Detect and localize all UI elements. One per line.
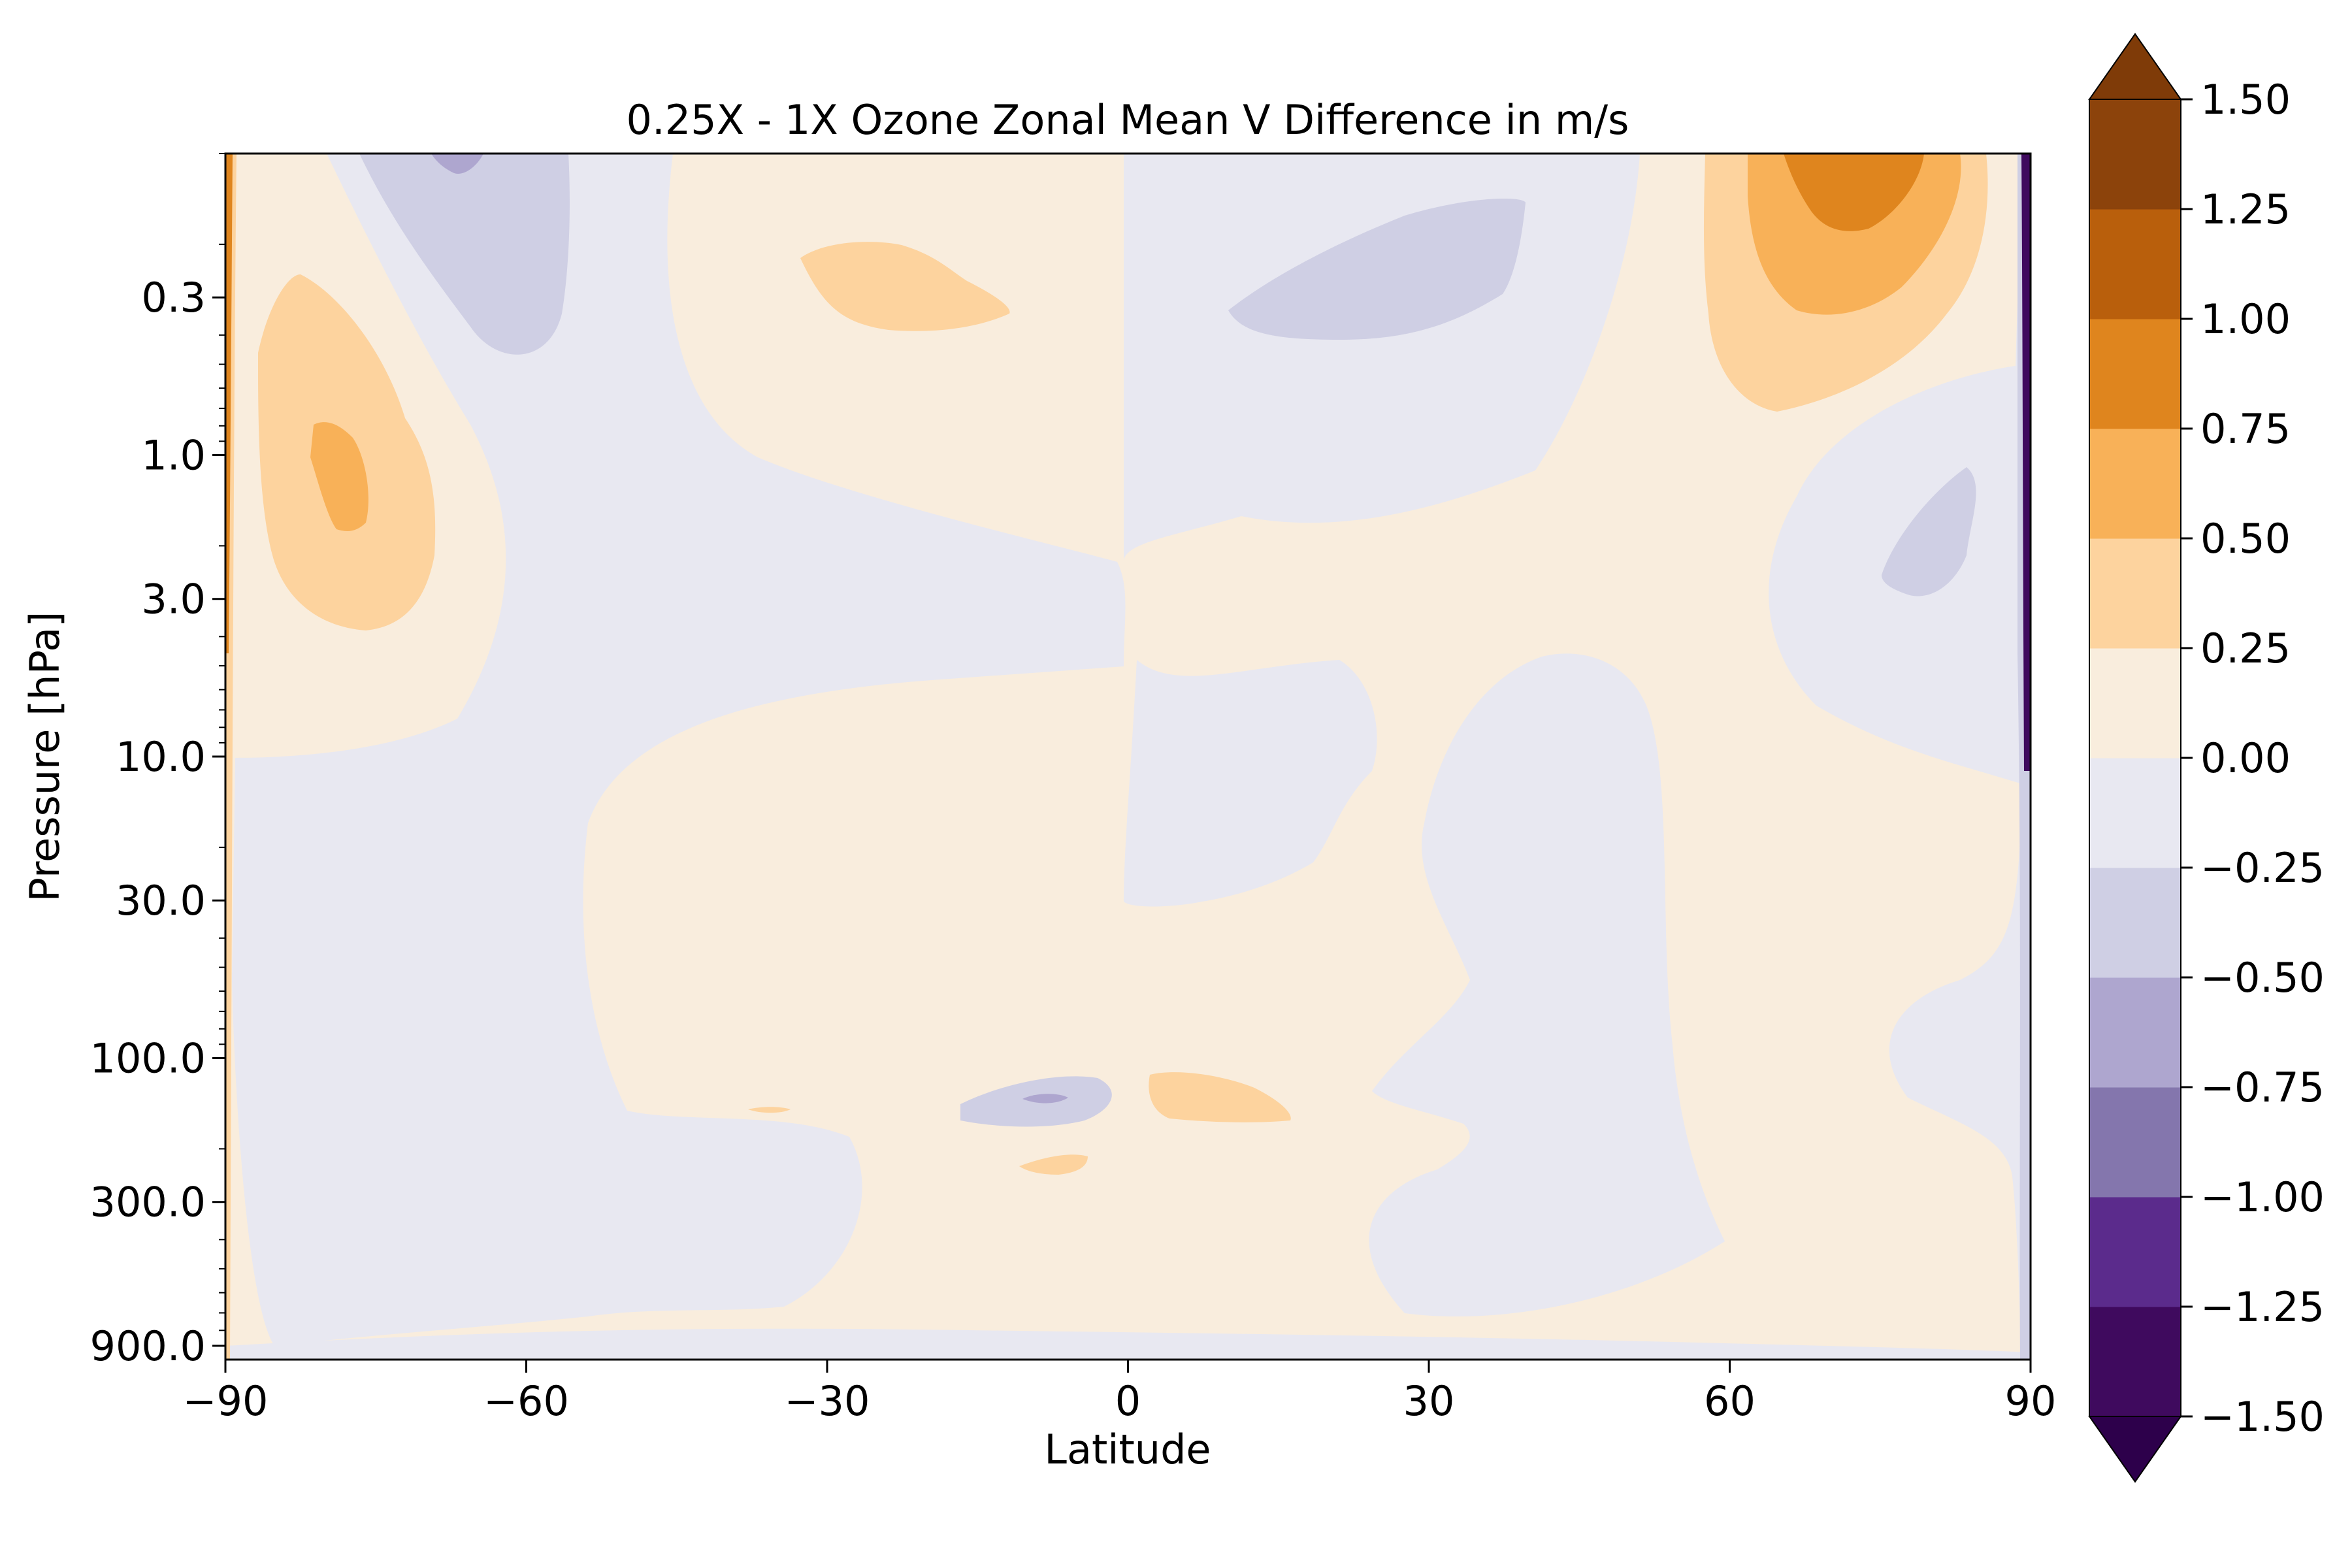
positive-lobe-tropopause <box>1149 1072 1291 1122</box>
negative-region-main <box>232 154 1126 1346</box>
y-tick-label: 0.3 <box>141 274 206 321</box>
y-axis-label: Pressure [hPa] <box>21 612 69 902</box>
x-axis-label: Latitude <box>1044 1426 1211 1473</box>
positive-pocket-small <box>748 1107 791 1113</box>
y-tick-label: 30.0 <box>116 877 206 924</box>
colorbar-segment <box>2089 1197 2181 1307</box>
colorbar-segment <box>2089 977 2181 1088</box>
colorbar-segment <box>2089 319 2181 429</box>
colorbar-segment <box>2089 1307 2181 1417</box>
negative-lobe-north-stratosphere <box>1882 467 1976 596</box>
y-tick-label: 1.0 <box>141 432 206 480</box>
colorbar-tick-label: −1.25 <box>2200 1283 2325 1331</box>
colorbar-segment <box>2089 1087 2181 1198</box>
negative-lobe-south-upper <box>359 154 570 355</box>
colorbar-tick-label: 0.50 <box>2200 515 2291 563</box>
colorbar-segment <box>2089 429 2181 539</box>
positive-lobe-tropical-upper <box>800 242 1010 331</box>
negative-region-central <box>1124 660 1377 907</box>
colorbar-tick-label: 1.50 <box>2200 76 2291 123</box>
positive-core-south-upper <box>310 422 368 531</box>
colorbar-segment <box>2089 868 2181 978</box>
negative-wall-north-pole-inner <box>2021 154 2031 771</box>
y-tick-label: 100.0 <box>90 1035 206 1083</box>
positive-pocket-lower <box>1019 1154 1088 1175</box>
colorbar-tick-label: −0.25 <box>2200 844 2325 892</box>
negative-lobe-north-upper <box>1228 199 1526 340</box>
x-tick-label: −60 <box>483 1377 569 1425</box>
colorbar-tick-label: −1.00 <box>2200 1173 2325 1221</box>
colorbar-tick-label: 1.00 <box>2200 295 2291 343</box>
colorbar-segment <box>2089 99 2181 210</box>
x-axis: −90 −60 −30 0 30 60 90 <box>183 1360 2057 1425</box>
colorbar-tick-label: −0.75 <box>2200 1064 2325 1111</box>
negative-region-north-lower <box>1369 653 1725 1317</box>
plot-area <box>225 154 2031 1360</box>
colorbar-segment <box>2089 648 2181 759</box>
x-tick-label: −90 <box>183 1377 269 1425</box>
colorbar: −1.50 −1.25 −1.00 −0.75 −0.50 −0.25 0.00 0.25 0.… <box>2088 33 2325 1483</box>
colorbar-segment <box>2089 209 2181 319</box>
colorbar-tick-label: 1.25 <box>2200 186 2291 233</box>
colorbar-tick-label: 0.75 <box>2200 405 2291 453</box>
y-tick-label: 10.0 <box>116 733 206 781</box>
colorbar-tick-label: −0.50 <box>2200 954 2325 1002</box>
y-tick-label: 300.0 <box>90 1179 206 1226</box>
y-tick-label: 3.0 <box>141 576 206 623</box>
colorbar-tick-label: −1.50 <box>2200 1393 2325 1441</box>
x-tick-label: 60 <box>1704 1377 1756 1425</box>
negative-region-north-pole <box>1769 154 2031 1360</box>
negative-core-south-upper <box>431 154 483 174</box>
colorbar-tick-label: 0.25 <box>2200 625 2291 672</box>
colorbar-extend-min <box>2088 1416 2182 1483</box>
colorbar-segment <box>2089 538 2181 649</box>
y-axis: 0.3 1.0 3.0 10.0 30.0 100.0 300.0 900.0 <box>90 153 225 1370</box>
positive-core-north-mesosphere <box>1784 154 1924 231</box>
negative-core-tropopause <box>1022 1094 1068 1103</box>
colorbar-segment <box>2089 758 2181 868</box>
colorbar-extend-max <box>2088 33 2182 100</box>
x-tick-label: 0 <box>1115 1377 1141 1425</box>
chart-title: 0.25X - 1X Ozone Zonal Mean V Difference… <box>627 96 1629 144</box>
y-tick-label: 900.0 <box>90 1322 206 1370</box>
negative-region-bottom-strip <box>225 1328 2031 1360</box>
x-tick-label: 30 <box>1403 1377 1455 1425</box>
x-tick-label: 90 <box>2005 1377 2057 1425</box>
positive-wall-south-pole-inner <box>225 154 233 653</box>
colorbar-tick-label: 0.00 <box>2200 734 2291 782</box>
x-tick-label: −30 <box>785 1377 870 1425</box>
